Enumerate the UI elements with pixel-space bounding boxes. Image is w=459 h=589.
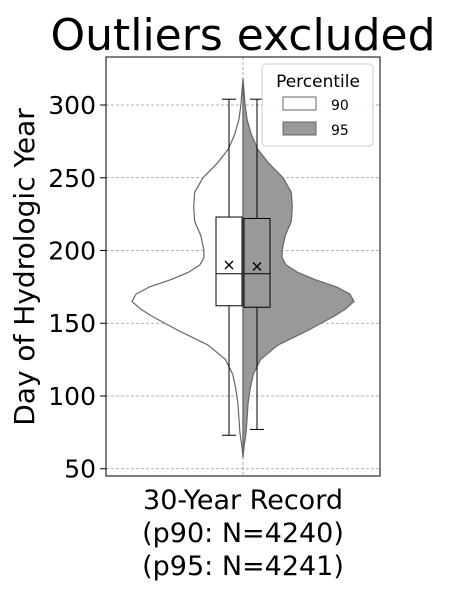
boxplot-95 <box>243 98 271 430</box>
box-95 <box>243 217 271 308</box>
boxplots <box>215 98 271 436</box>
legend-swatch-95 <box>282 121 317 136</box>
violins <box>131 78 355 458</box>
y-tick-label-200: 200 <box>48 236 96 265</box>
mean-marker-90 <box>224 260 234 270</box>
legend-swatch-90 <box>282 96 317 111</box>
x-category-label: 30-Year Record (p90: N=4240) (p95: N=424… <box>142 485 344 582</box>
legend-label-95: 95 <box>331 123 349 139</box>
y-tick-label-300: 300 <box>48 91 96 120</box>
y-axis-label: Day of Hydrologic Year <box>8 108 41 426</box>
x-label-line-3: (p95: N=4241) <box>142 551 344 582</box>
plot-frame <box>105 56 381 477</box>
violin-95 <box>242 78 355 458</box>
y-axis-ticks: 50 100 150 200 250 300 <box>48 91 106 484</box>
chart-title: Outliers excluded <box>50 10 435 61</box>
y-tick-label-150: 150 <box>48 309 96 338</box>
y-tick-label-50: 50 <box>64 455 96 484</box>
y-tick-label-100: 100 <box>48 382 96 411</box>
legend: Percentile 90 95 <box>261 63 374 147</box>
violin-90 <box>131 78 244 458</box>
y-tick-label-250: 250 <box>48 164 96 193</box>
x-label-line-1: 30-Year Record <box>143 485 343 516</box>
legend-title: Percentile <box>276 72 360 92</box>
x-label-line-2: (p90: N=4240) <box>142 518 344 549</box>
boxplot-90 <box>215 98 243 436</box>
plot-area: 50 100 150 200 250 300 <box>48 56 381 484</box>
mean-marker-95 <box>252 262 262 271</box>
box-90 <box>215 216 243 307</box>
legend-label-90: 90 <box>331 98 349 114</box>
